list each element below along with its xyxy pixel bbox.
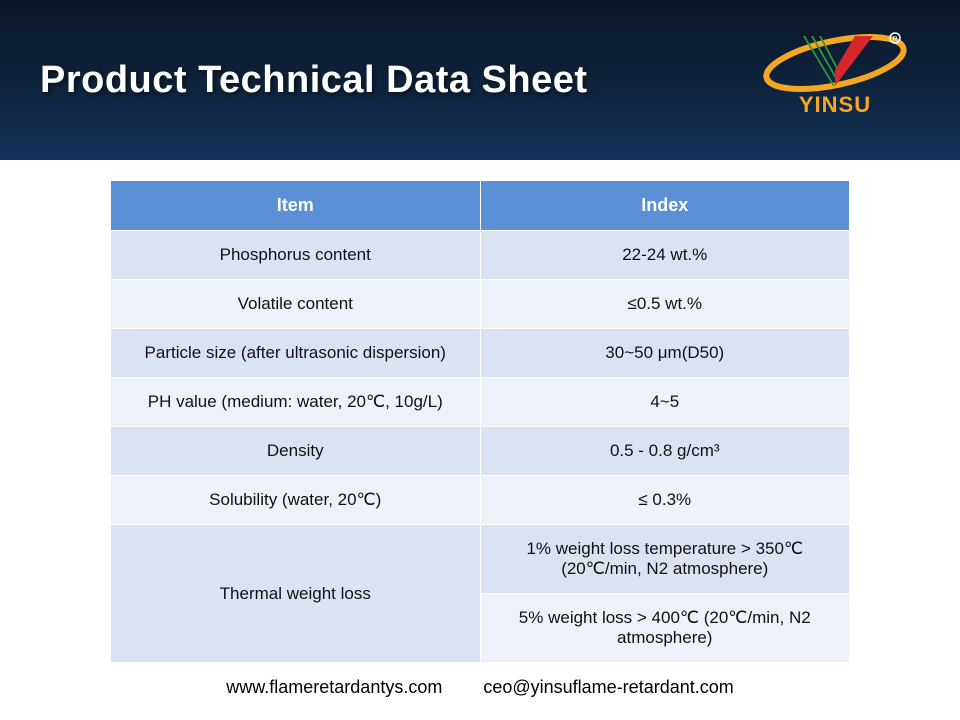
cell-item: Particle size (after ultrasonic dispersi… [111,329,481,378]
col-index: Index [480,181,850,231]
cell-index: 0.5 - 0.8 g/cm³ [480,427,850,476]
col-item: Item [111,181,481,231]
cell-item: Volatile content [111,280,481,329]
table-row: PH value (medium: water, 20℃, 10g/L) 4~5 [111,378,850,427]
cell-item: Solubility (water, 20℃) [111,476,481,525]
cell-index: 4~5 [480,378,850,427]
cell-item: PH value (medium: water, 20℃, 10g/L) [111,378,481,427]
brand-logo: R YINSU [750,28,920,128]
footer-website: www.flameretardantys.com [226,677,442,697]
table-row: Solubility (water, 20℃) ≤ 0.3% [111,476,850,525]
cell-item: Phosphorus content [111,231,481,280]
table-row: Volatile content ≤0.5 wt.% [111,280,850,329]
table-row: Particle size (after ultrasonic dispersi… [111,329,850,378]
svg-text:R: R [892,36,897,43]
footer: www.flameretardantys.com ceo@yinsuflame-… [110,677,850,698]
cell-index: ≤ 0.3% [480,476,850,525]
cell-index: 30~50 μm(D50) [480,329,850,378]
footer-email: ceo@yinsuflame-retardant.com [483,677,733,697]
content-area: YINSU Item Index Phosphorus content 22-2… [0,160,960,698]
cell-index: ≤0.5 wt.% [480,280,850,329]
cell-index: 1% weight loss temperature > 350℃ (20℃/m… [480,525,850,594]
cell-item: Thermal weight loss [111,525,481,663]
logo-mark: R [755,28,915,98]
header-bar: Product Technical Data Sheet R YINSU [0,0,960,160]
page-title: Product Technical Data Sheet [40,59,588,102]
table-row: Density 0.5 - 0.8 g/cm³ [111,427,850,476]
table-row: Thermal weight loss 1% weight loss tempe… [111,525,850,594]
spec-table: Item Index Phosphorus content 22-24 wt.%… [110,180,850,663]
cell-index: 22-24 wt.% [480,231,850,280]
cell-item: Density [111,427,481,476]
brand-name: YINSU [799,92,871,118]
cell-index: 5% weight loss > 400℃ (20℃/min, N2 atmos… [480,594,850,663]
table-row: Phosphorus content 22-24 wt.% [111,231,850,280]
